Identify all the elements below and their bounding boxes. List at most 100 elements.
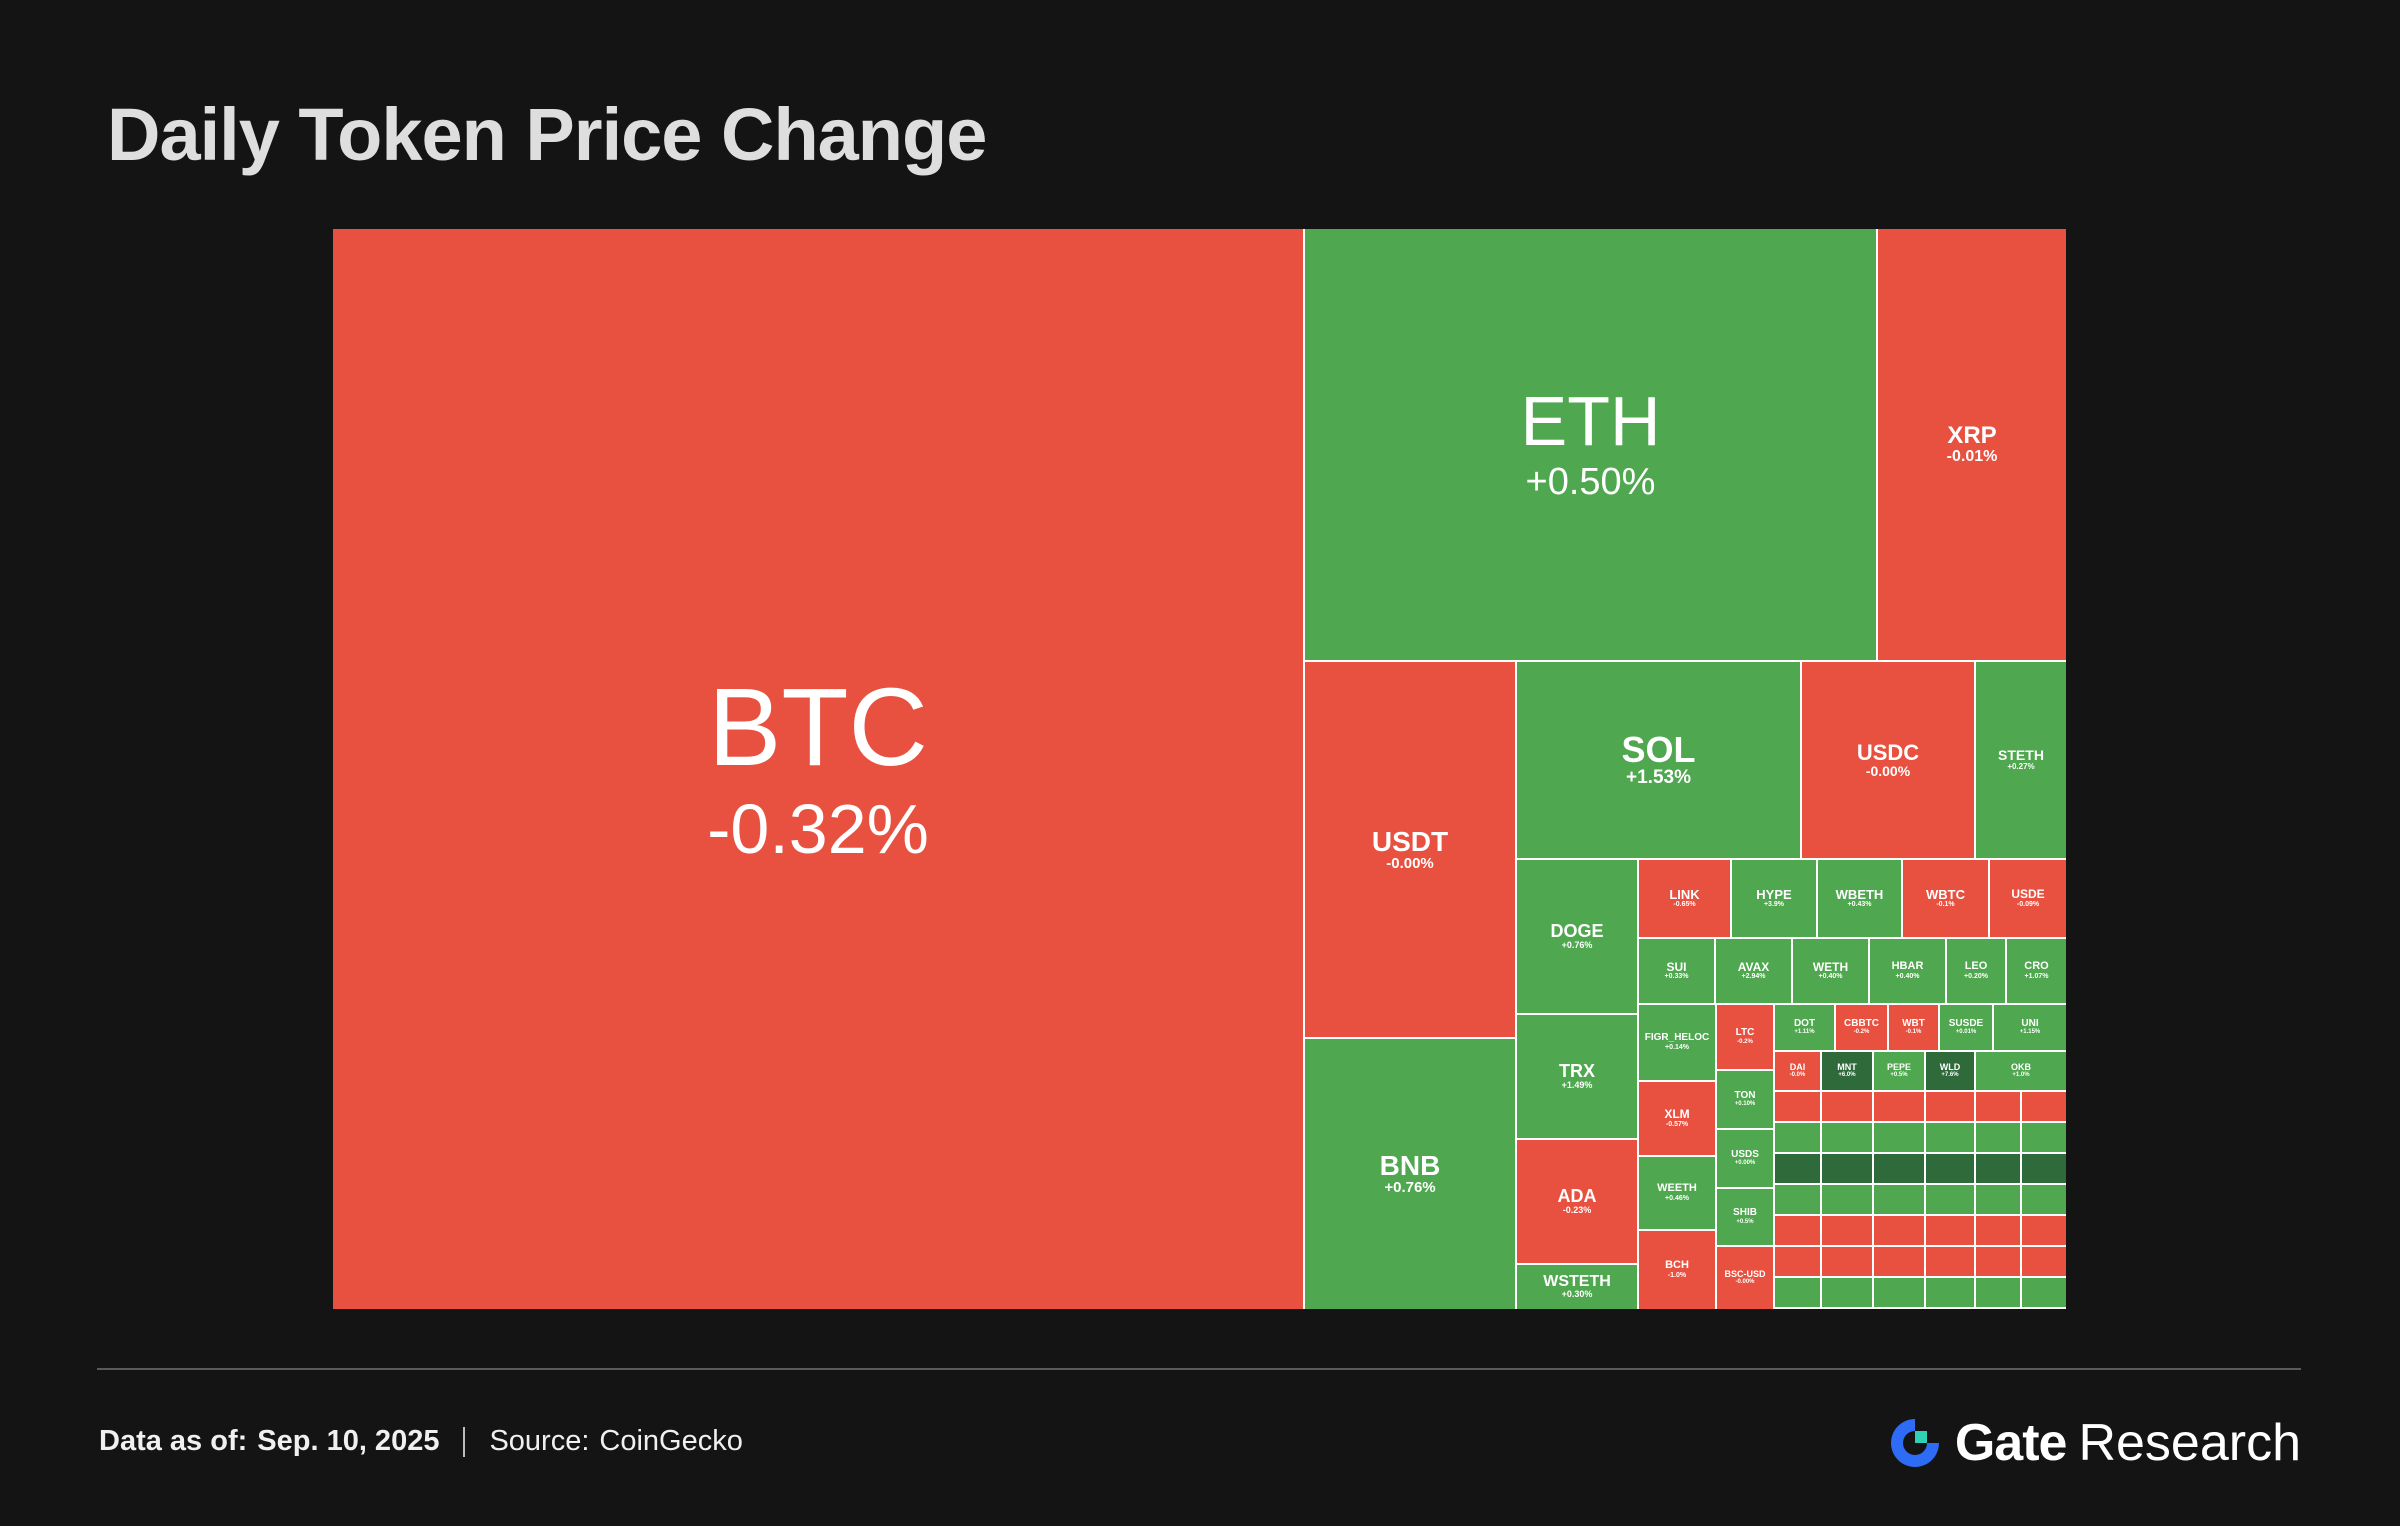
small-token-tile (1775, 1247, 1820, 1276)
tile-wbt: WBT -0.1% (1889, 1005, 1938, 1050)
tile-symbol: SUSDE (1948, 1017, 1984, 1029)
small-token-tile (1822, 1123, 1872, 1152)
small-token-tile (1822, 1216, 1872, 1245)
tile-dot: DOT +1.11% (1775, 1005, 1834, 1050)
tile-link: LINK -0.65% (1639, 860, 1730, 937)
tile-symbol: LEO (1964, 960, 1988, 973)
tile-sol: SOL +1.53% (1517, 662, 1800, 858)
tile-bnb: BNB +0.76% (1305, 1039, 1515, 1309)
tile-symbol: DOT (1793, 1017, 1816, 1029)
tile-symbol: CBBTC (1844, 1017, 1879, 1029)
tile-wbtc: WBTC -0.1% (1903, 860, 1988, 937)
tile-change: -0.00% (1386, 854, 1434, 872)
tile-change: -0.2% (1853, 1029, 1870, 1036)
tile-change: +0.20% (1964, 972, 1988, 980)
small-token-tile (1976, 1247, 2020, 1276)
small-token-tile (2022, 1154, 2066, 1183)
tile-weth: WETH +0.40% (1793, 939, 1868, 1003)
tile-change: +1.0% (2012, 1072, 2030, 1079)
tile-symbol: OKB (2011, 1061, 2031, 1072)
small-token-tile (1822, 1092, 1872, 1121)
tile-symbol: XLM (1664, 1107, 1690, 1122)
tile-change: +2.94% (1741, 973, 1766, 981)
tile-doge: DOGE +0.76% (1517, 860, 1637, 1013)
tile-change: -0.57% (1665, 1120, 1689, 1128)
tile-ltc: LTC -0.2% (1717, 1005, 1773, 1069)
tile-symbol: PEPE (1886, 1061, 1911, 1072)
small-token-tile (1822, 1247, 1872, 1276)
tile-symbol: DAI (1789, 1061, 1806, 1072)
tile-change: +1.11% (1794, 1029, 1815, 1036)
tile-symbol: BNB (1379, 1150, 1441, 1182)
small-token-tile (1926, 1092, 1974, 1121)
tile-change: -0.32% (707, 790, 929, 869)
small-token-tile (1822, 1185, 1872, 1214)
small-token-tile (1926, 1216, 1974, 1245)
tile-symbol: WSTETH (1543, 1272, 1611, 1290)
tile-symbol: BCH (1665, 1259, 1689, 1272)
tile-change: -0.0% (1789, 1072, 1806, 1079)
tile-xrp: XRP -0.01% (1878, 229, 2066, 660)
tile-symbol: LTC (1735, 1027, 1755, 1039)
small-token-tile (1926, 1247, 1974, 1276)
tile-symbol: WBETH (1835, 886, 1884, 902)
small-token-tile (1976, 1123, 2020, 1152)
tile-usdt: USDT -0.00% (1305, 662, 1515, 1037)
tile-change: +1.53% (1626, 767, 1691, 789)
tile-wld: WLD +7.6% (1926, 1052, 1974, 1090)
footer-info: Data as of: Sep. 10, 2025 Source: CoinGe… (99, 1425, 743, 1458)
tile-symbol: WBTC (1926, 886, 1965, 902)
small-token-tile (2022, 1123, 2066, 1152)
small-token-tile (1775, 1154, 1820, 1183)
small-token-tile (1874, 1278, 1924, 1307)
tile-change: +0.14% (1665, 1043, 1689, 1051)
source-label: Source: (489, 1425, 590, 1457)
footer-separator (463, 1426, 466, 1457)
tile-uni: UNI +1.15% (1994, 1005, 2066, 1050)
tile-xlm: XLM -0.57% (1639, 1082, 1715, 1155)
tile-change: +0.40% (1818, 973, 1843, 981)
small-token-tile (2022, 1278, 2066, 1307)
brand-suffix: Research (2078, 1414, 2301, 1472)
tile-symbol: AVAX (1737, 959, 1770, 974)
tile-bsc-usd: BSC-USD -0.00% (1717, 1247, 1773, 1309)
tile-change: +0.5% (1890, 1072, 1908, 1079)
tile-symbol: WLD (1939, 1061, 1961, 1072)
tile-change: -1.0% (1667, 1271, 1687, 1279)
footer-divider (97, 1368, 2301, 1370)
tile-symbol: ADA (1557, 1186, 1597, 1207)
tile-change: +0.40% (1895, 972, 1920, 980)
tile-symbol: SUI (1666, 959, 1687, 974)
tile-figr_heloc: FIGR_HELOC +0.14% (1639, 1005, 1715, 1080)
tile-bch: BCH -1.0% (1639, 1231, 1715, 1309)
tile-hype: HYPE +3.9% (1732, 860, 1816, 937)
tile-symbol: UNI (2021, 1017, 2039, 1029)
small-token-tile (1775, 1185, 1820, 1214)
small-token-tile (1976, 1278, 2020, 1307)
tile-symbol: USDT (1371, 825, 1449, 857)
tile-symbol: DOGE (1550, 921, 1604, 942)
tile-dai: DAI -0.0% (1775, 1052, 1820, 1090)
tile-usds: USDS +0.00% (1717, 1130, 1773, 1187)
tile-symbol: WETH (1812, 959, 1849, 974)
tile-change: -0.01% (1946, 448, 1998, 466)
tile-change: +0.46% (1665, 1194, 1689, 1202)
small-token-tile (1874, 1092, 1924, 1121)
tile-eth: ETH +0.50% (1305, 229, 1876, 660)
brand-name: Gate (1954, 1414, 2068, 1472)
small-token-tile (1926, 1185, 1974, 1214)
tile-change: +0.00% (1734, 1160, 1756, 1167)
tile-change: +0.5% (1736, 1218, 1754, 1225)
tile-change: +0.01% (1955, 1029, 1977, 1036)
tile-weeth: WEETH +0.46% (1639, 1157, 1715, 1229)
tile-change: +7.6% (1941, 1072, 1959, 1079)
small-token-tile (1874, 1216, 1924, 1245)
tile-symbol: BTC (708, 665, 928, 789)
small-token-tile (1874, 1123, 1924, 1152)
small-token-tile (2022, 1185, 2066, 1214)
tile-change: -0.1% (1936, 901, 1955, 909)
tile-hbar: HBAR +0.40% (1870, 939, 1945, 1003)
tile-change: -0.23% (1562, 1205, 1592, 1215)
tile-change: -0.65% (1673, 901, 1696, 909)
small-token-tile (1874, 1154, 1924, 1183)
